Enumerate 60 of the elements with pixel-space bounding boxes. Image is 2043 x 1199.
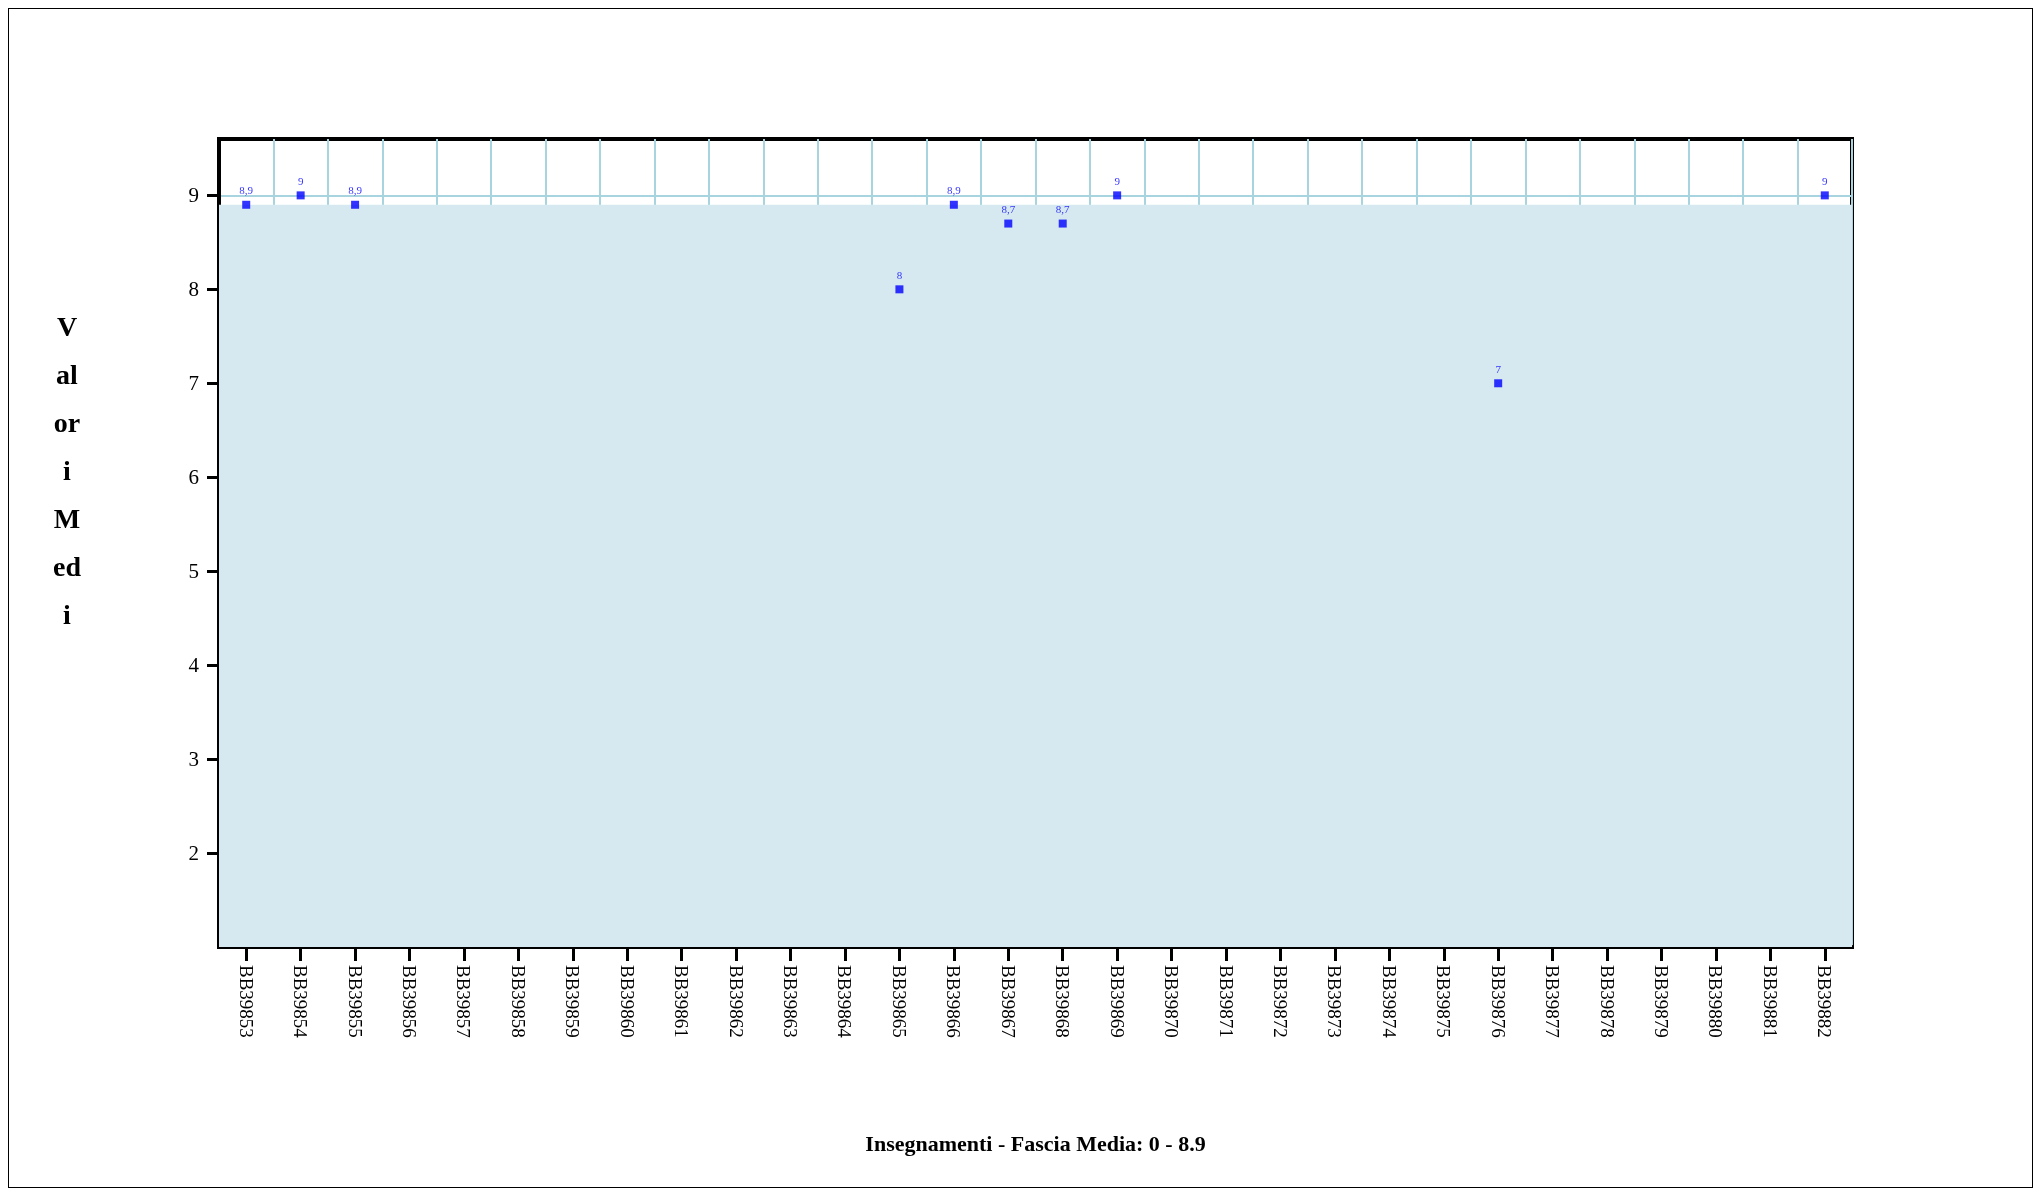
- x-tick-label: BB39853: [235, 965, 257, 1038]
- data-label: 8,9: [348, 184, 363, 197]
- point: [1820, 191, 1829, 200]
- point: [1113, 191, 1122, 200]
- point: [1004, 219, 1013, 228]
- x-tick-label: BB39881: [1759, 965, 1781, 1038]
- point: [242, 200, 251, 209]
- x-tick-label: BB39859: [562, 965, 584, 1038]
- point: [296, 191, 305, 200]
- x-tick-label: BB39861: [671, 965, 693, 1038]
- data-label: 8,9: [239, 184, 254, 197]
- y-tick-label: 5: [188, 559, 199, 584]
- x-tick-label: BB39870: [1161, 965, 1183, 1038]
- data-label: 9: [1822, 174, 1829, 187]
- x-tick-label: BB39864: [834, 965, 856, 1039]
- x-tick-label: BB39874: [1378, 965, 1400, 1039]
- y-tick-label: 6: [188, 465, 199, 490]
- x-tick-label: BB39856: [399, 965, 421, 1038]
- point: [1494, 379, 1503, 388]
- point: [949, 200, 958, 209]
- x-tick-label: BB39858: [507, 965, 529, 1038]
- x-tick-label: BB39857: [453, 965, 475, 1038]
- y-tick-label: 9: [188, 183, 199, 208]
- y-tick-label: 7: [188, 371, 199, 396]
- data-label: 8,7: [1055, 203, 1071, 216]
- x-tick-label: BB39877: [1542, 965, 1564, 1038]
- x-tick-label: BB39867: [997, 965, 1019, 1038]
- y-axis-title: Valori Medi: [52, 310, 82, 632]
- point: [351, 200, 360, 209]
- data-label: 7: [1495, 362, 1502, 375]
- point: [895, 285, 904, 294]
- x-tick-label: BB39862: [725, 965, 747, 1038]
- x-tick-label: BB39880: [1705, 965, 1727, 1038]
- x-tick-label: BB39855: [344, 965, 366, 1038]
- data-label: 8: [896, 268, 903, 281]
- y-tick-label: 2: [188, 841, 199, 866]
- y-tick-label: 4: [188, 653, 200, 678]
- x-axis-title: Insegnamenti - Fascia Media: 0 - 8.9: [865, 1130, 1206, 1156]
- data-label: 8,9: [946, 184, 962, 197]
- x-tick-label: BB39882: [1814, 965, 1836, 1038]
- x-tick-label: BB39873: [1324, 965, 1346, 1038]
- x-tick-label: BB39876: [1487, 965, 1509, 1038]
- x-tick-label: BB39865: [888, 965, 910, 1038]
- x-tick-label: BB39854: [290, 965, 312, 1039]
- x-tick-label: BB39863: [780, 965, 802, 1038]
- y-tick-label: 3: [188, 747, 199, 772]
- x-tick-label: BB39875: [1433, 965, 1455, 1038]
- data-label: 8,7: [1001, 203, 1016, 216]
- y-tick-label: 8: [188, 277, 199, 302]
- x-tick-label: BB39871: [1215, 965, 1237, 1038]
- data-label: 9: [297, 174, 304, 187]
- x-tick-label: BB39869: [1106, 965, 1128, 1038]
- x-tick-label: BB39878: [1596, 965, 1618, 1038]
- x-tick-label: BB39879: [1650, 965, 1672, 1038]
- x-tick-label: BB39866: [943, 965, 965, 1038]
- x-tick-label: BB39872: [1269, 965, 1291, 1038]
- x-tick-label: BB39868: [1052, 965, 1074, 1038]
- point: [1058, 219, 1067, 228]
- x-tick-label: BB39860: [616, 965, 638, 1038]
- data-label: 9: [1114, 174, 1121, 187]
